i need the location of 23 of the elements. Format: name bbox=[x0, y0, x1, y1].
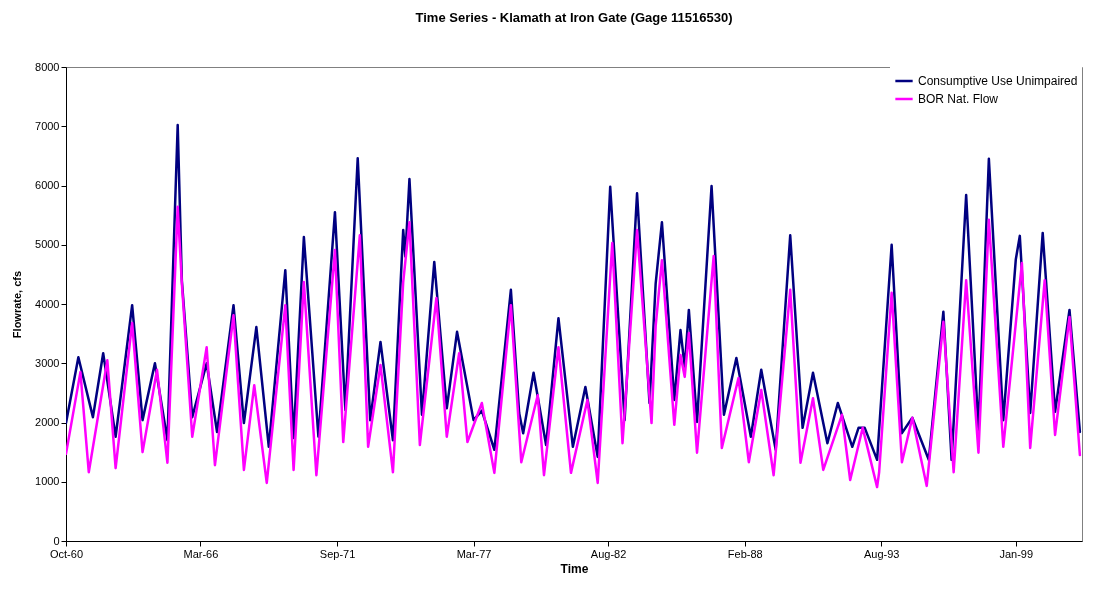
y-tick-label: 4000 bbox=[35, 297, 60, 310]
x-tick-label: Oct-60 bbox=[49, 547, 84, 560]
legend-label: BOR Nat. Flow bbox=[918, 92, 999, 106]
legend-label: Consumptive Use Unimpaired bbox=[918, 74, 1078, 88]
y-tick-label: 7000 bbox=[35, 119, 60, 132]
y-tick-label: 1000 bbox=[35, 475, 60, 488]
x-tick-label: Mar-77 bbox=[456, 547, 492, 560]
x-tick-label: Feb-88 bbox=[727, 547, 763, 560]
y-tick-label: 6000 bbox=[35, 179, 60, 191]
y-axis-title: Flowrate, cfs bbox=[11, 270, 24, 339]
x-tick-label: Aug-93 bbox=[864, 547, 900, 560]
line-series bbox=[66, 205, 1082, 489]
y-tick-label: 3000 bbox=[35, 356, 60, 369]
y-tick-label: 5000 bbox=[35, 238, 60, 251]
y-tick-label: 2000 bbox=[35, 416, 60, 428]
x-tick-label: Mar-66 bbox=[183, 547, 219, 560]
x-tick-label: Sep-71 bbox=[319, 547, 356, 560]
y-tick-label: 0 bbox=[53, 534, 60, 547]
x-tick-label: Jan-99 bbox=[999, 547, 1034, 560]
x-tick-label: Aug-82 bbox=[590, 547, 627, 560]
y-tick-label: 8000 bbox=[35, 60, 60, 73]
x-axis-title: Time bbox=[560, 561, 589, 576]
chart-title: Time Series - Klamath at Iron Gate (Gage 11516530) bbox=[415, 10, 733, 25]
